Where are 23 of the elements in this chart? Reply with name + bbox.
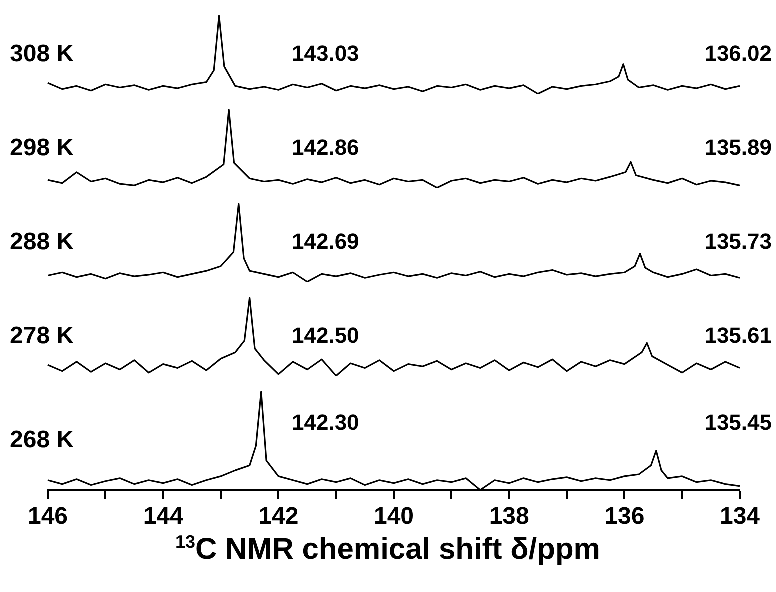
x-axis-title: $^{13}$C NMR chemical shift δ/ppm (174, 532, 602, 567)
series-label: 278 K (10, 322, 75, 350)
annotation: 135.73 (704, 229, 772, 254)
series-label: 308 K (10, 40, 75, 68)
x-tick-label: 144 (143, 503, 184, 530)
series-label: 298 K (10, 134, 75, 162)
annotation: 143.03 (292, 41, 360, 66)
annotation: 135.89 (704, 135, 772, 160)
annotation: 142.30 (292, 410, 360, 436)
series-label: 268 K (10, 426, 75, 454)
series-label: 288 K (10, 228, 75, 256)
annotation: 142.50 (292, 323, 360, 348)
x-tick-label: 138 (489, 503, 530, 530)
x-tick-label: 136 (604, 503, 645, 530)
annotation: 135.45 (704, 410, 772, 436)
annotation: 135.61 (704, 323, 772, 348)
annotation: 142.69 (292, 229, 360, 254)
annotation: 136.02 (704, 41, 772, 66)
annotation: 142.86 (292, 135, 360, 160)
x-tick-label: 134 (720, 503, 761, 530)
x-tick-label: 142 (258, 503, 299, 530)
x-tick-label: 140 (374, 503, 414, 530)
x-tick-label: 146 (28, 503, 68, 530)
